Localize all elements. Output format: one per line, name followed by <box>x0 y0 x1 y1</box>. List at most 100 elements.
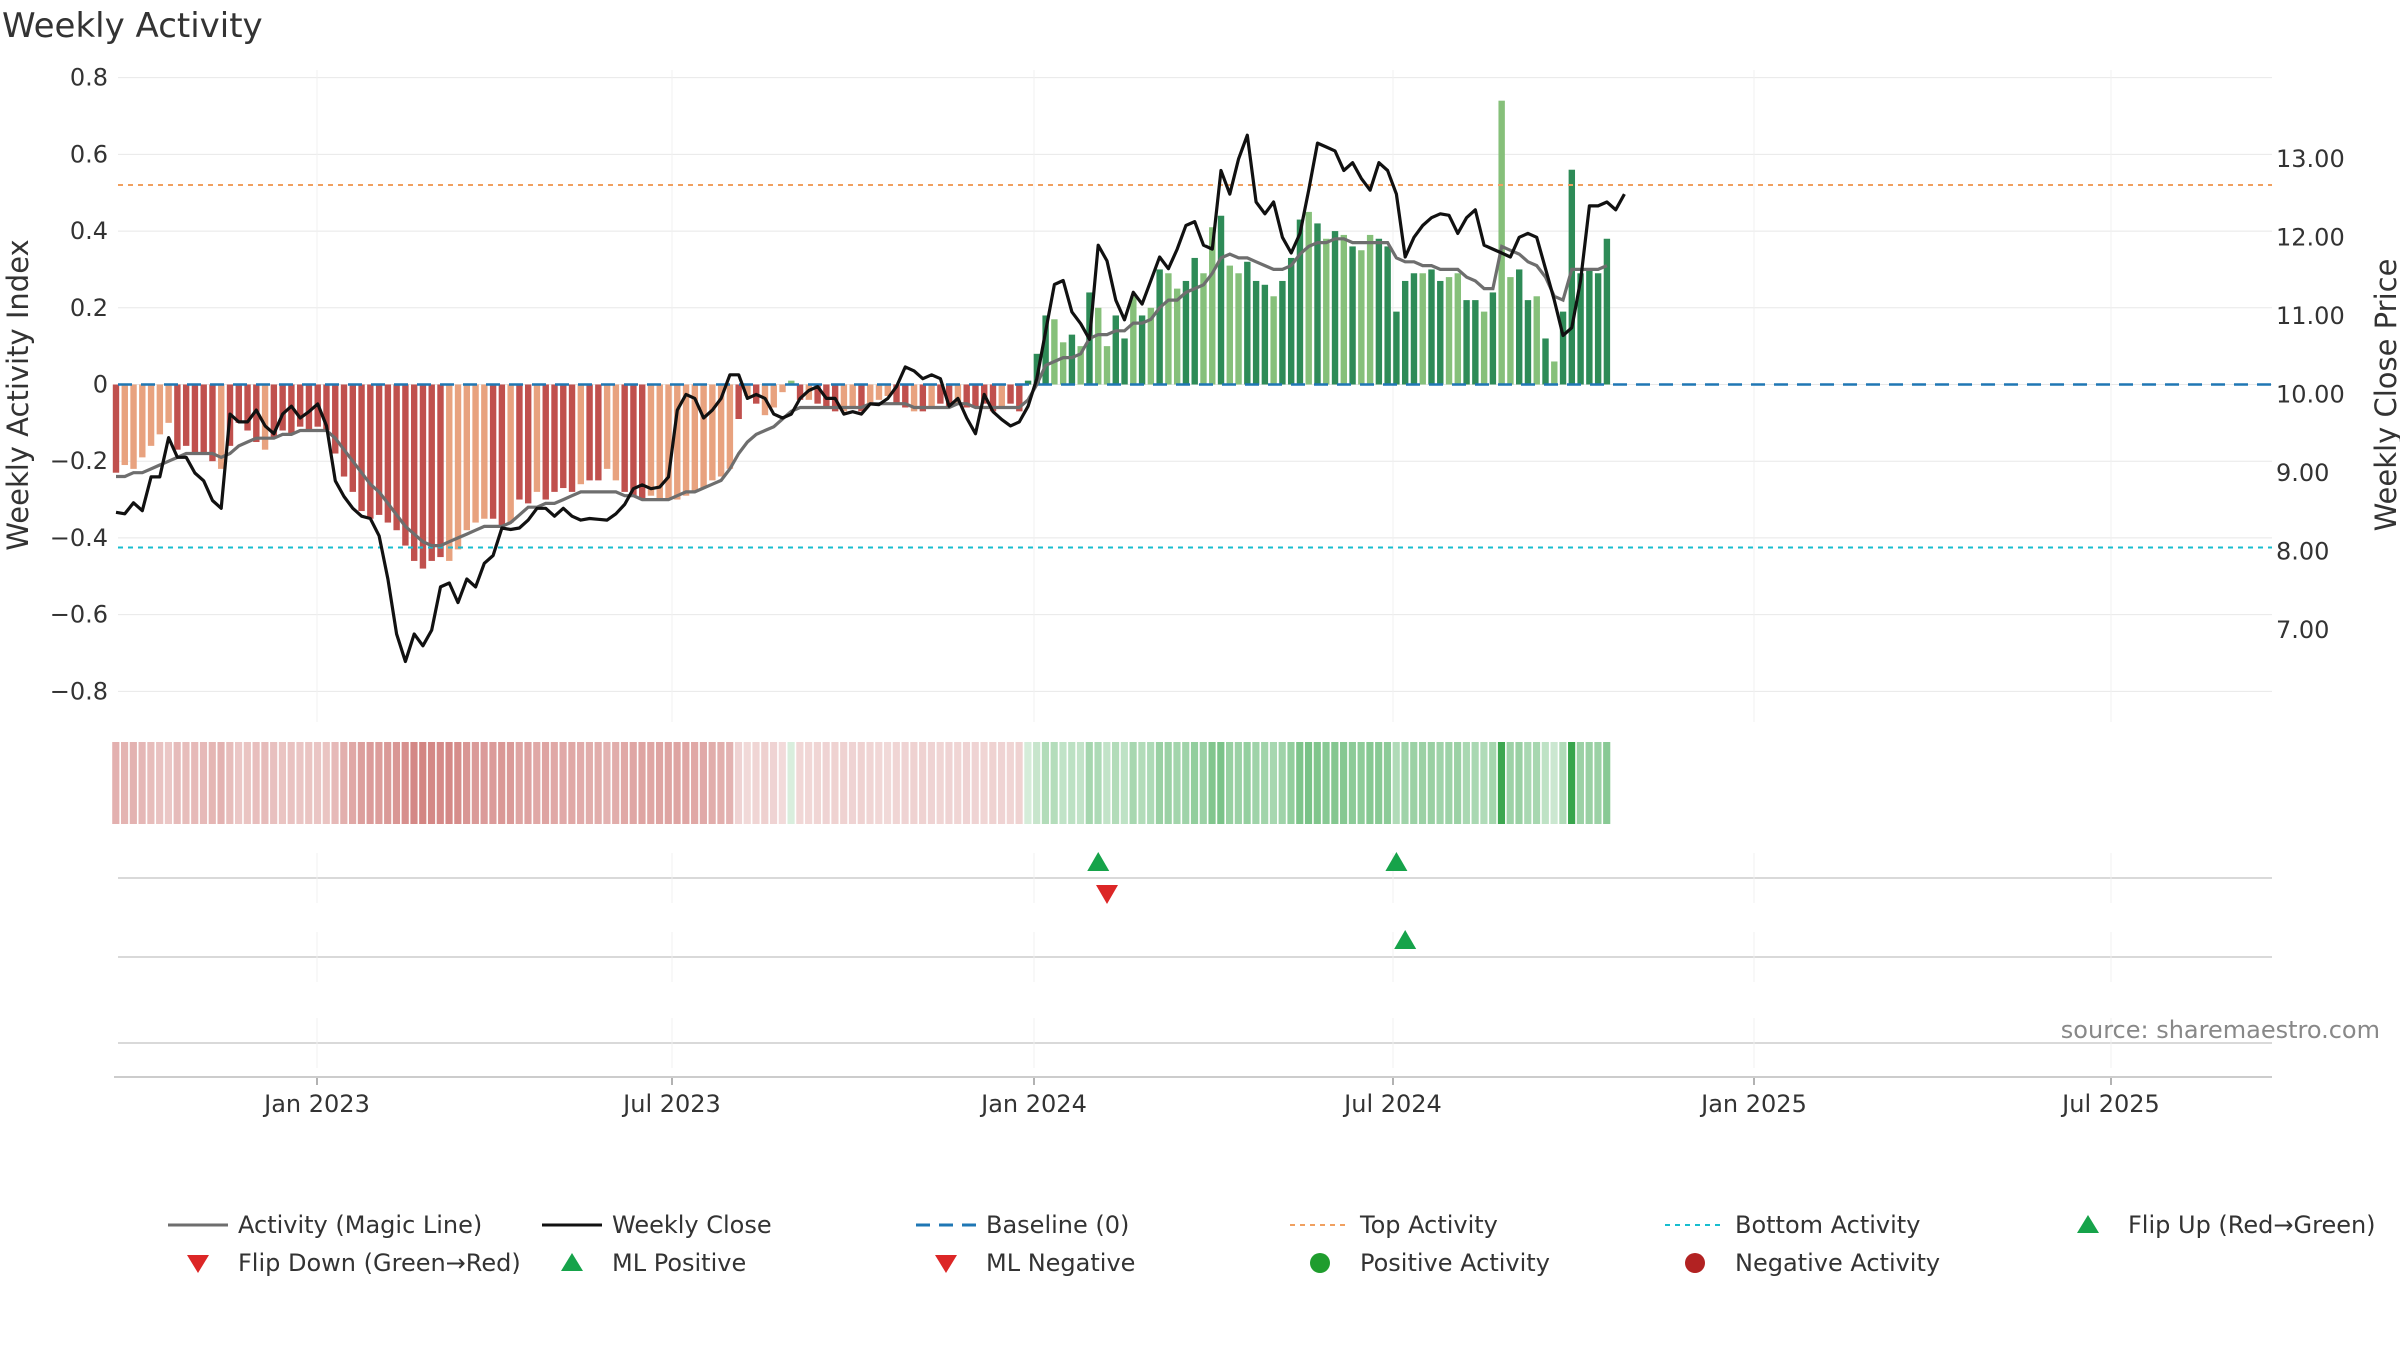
heat-cell <box>1085 742 1093 824</box>
heat-cell <box>1550 742 1558 824</box>
x-tick-label: Jan 2025 <box>1699 1090 1807 1118</box>
left-tick-label: 0.4 <box>70 217 108 245</box>
activity-bar <box>867 384 874 404</box>
legend-item-negact: Negative Activity <box>1685 1249 1940 1277</box>
heat-cell <box>1068 742 1076 824</box>
activity-bar <box>1305 211 1312 385</box>
activity-bar <box>174 384 181 450</box>
heat-cell <box>857 742 865 824</box>
activity-bar <box>244 384 251 431</box>
right-tick-label: 13.00 <box>2276 145 2345 173</box>
heat-cell <box>278 742 287 824</box>
heat-cell <box>454 742 462 824</box>
heat-cell <box>410 742 418 824</box>
activity-bar <box>1112 315 1119 385</box>
heat-cell <box>252 742 260 824</box>
activity-bar <box>691 384 699 492</box>
heat-cell <box>1226 742 1234 824</box>
activity-bar <box>630 384 637 496</box>
activity-bar <box>1323 238 1330 385</box>
heat-cell <box>603 742 611 824</box>
activity-bar <box>735 384 742 420</box>
heat-cell <box>673 742 681 824</box>
heat-cell <box>980 742 988 824</box>
heat-cell <box>1059 742 1067 824</box>
heat-cell <box>989 742 997 824</box>
activity-bar <box>910 384 918 412</box>
heat-cell <box>892 742 900 824</box>
heat-cell <box>1401 742 1409 824</box>
activity-bar <box>1287 257 1295 385</box>
heat-cell <box>1497 742 1506 824</box>
heat-cell <box>313 742 322 824</box>
heat-cell <box>463 742 471 824</box>
activity-bar <box>945 384 953 408</box>
heat-cell <box>796 742 804 824</box>
heat-cell <box>1313 742 1321 824</box>
activity-bar <box>893 384 900 404</box>
activity-bar <box>972 384 979 408</box>
activity-bar <box>437 384 444 558</box>
heat-cell <box>629 742 637 824</box>
heat-cell <box>1392 742 1400 824</box>
activity-bar <box>463 384 470 531</box>
activity-bar <box>1516 269 1523 385</box>
heat-cell <box>1410 742 1418 824</box>
activity-bar <box>1016 384 1023 412</box>
heat-cell <box>366 742 374 824</box>
activity-bar <box>1577 273 1584 385</box>
heat-cell <box>585 742 593 824</box>
legend-label: Flip Up (Red→Green) <box>2128 1211 2376 1239</box>
heat-cell <box>392 742 401 824</box>
heat-cell <box>1436 742 1444 824</box>
activity-bar <box>639 384 646 500</box>
legend-item-top: Top Activity <box>1290 1211 1498 1239</box>
heat-cell <box>1164 742 1172 824</box>
heat-cell <box>594 742 602 824</box>
activity-bar <box>1261 284 1269 385</box>
x-tick-label: Jan 2024 <box>979 1090 1087 1118</box>
activity-bar <box>261 384 269 450</box>
activity-bar <box>726 384 734 469</box>
heat-cell <box>1182 742 1190 824</box>
activity-bar <box>1559 311 1567 385</box>
activity-bar <box>235 384 242 423</box>
heat-cell <box>1155 742 1164 824</box>
heat-cell <box>349 742 357 824</box>
activity-bar <box>858 384 865 412</box>
activity-bar <box>779 384 786 393</box>
activity-bar <box>1095 307 1102 385</box>
heat-cell <box>1147 742 1155 824</box>
heat-cell <box>173 742 181 824</box>
chart-title: Weekly Activity <box>2 6 263 46</box>
activity-bar <box>332 384 339 454</box>
heat-cell <box>199 742 208 824</box>
heat-cell <box>541 742 550 824</box>
activity-bar <box>1349 246 1356 385</box>
activity-bar <box>1209 227 1216 385</box>
heat-cell <box>287 742 295 824</box>
legend-label: Activity (Magic Line) <box>238 1211 482 1239</box>
heat-cell <box>787 742 795 824</box>
heat-cell <box>1568 742 1576 824</box>
heat-cell <box>883 742 892 824</box>
heat-cell <box>1269 742 1278 824</box>
activity-bar <box>1296 219 1304 385</box>
heat-cell <box>1445 742 1453 824</box>
heat-cell <box>1541 742 1549 824</box>
heat-cell <box>778 742 786 824</box>
activity-bar <box>902 384 909 408</box>
heat-cell <box>1138 742 1146 824</box>
legend-item-close: Weekly Close <box>542 1211 772 1239</box>
activity-bar <box>840 384 848 412</box>
heat-cell <box>1208 742 1216 824</box>
heat-cell <box>1111 742 1120 824</box>
left-tick-label: 0 <box>93 370 108 398</box>
legend-label: Bottom Activity <box>1735 1211 1920 1239</box>
heat-cell <box>954 742 962 824</box>
left-tick-label: 0.8 <box>70 64 108 92</box>
heat-cell <box>445 742 453 824</box>
activity-bar <box>358 384 365 512</box>
left-tick-label: −0.4 <box>50 524 108 552</box>
